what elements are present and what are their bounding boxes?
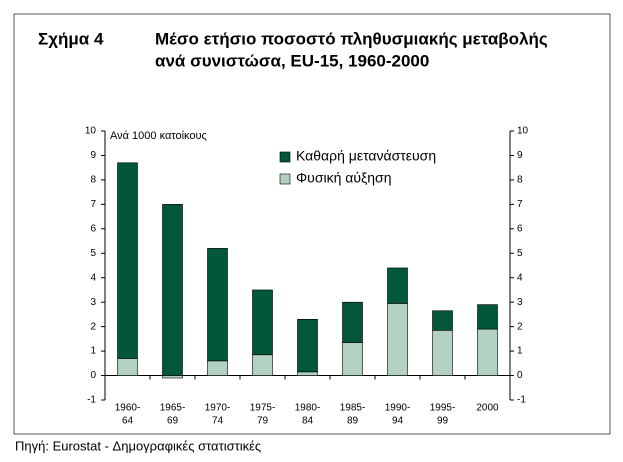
bar-segment: [432, 310, 453, 331]
x-tick-label: 1965-: [160, 403, 186, 414]
y-tick-label: 4: [90, 272, 96, 283]
bar-segment: [162, 204, 183, 376]
bar-segment: [342, 342, 363, 376]
bar-segment: [207, 248, 228, 362]
legend-label: Καθαρή μετανάστευση: [296, 148, 436, 164]
bar-segment: [252, 354, 273, 376]
y-tick-label: 1: [90, 346, 96, 357]
legend-swatch: [279, 151, 291, 163]
x-tick-label: 69: [167, 416, 179, 427]
axis-note: Ανά 1000 κατοίκους: [110, 130, 207, 142]
y-tick-label: 0: [90, 370, 96, 381]
bar-segment: [432, 330, 453, 376]
bar-segment: [117, 358, 138, 376]
bar-segment: [387, 303, 408, 376]
y2-tick-label: 1: [517, 346, 523, 357]
x-tick-label: 74: [212, 416, 224, 427]
x-tick-label: 84: [302, 416, 314, 427]
y2-tick-label: 0: [517, 370, 523, 381]
legend-label: Φυσική αύξηση: [296, 170, 391, 186]
x-tick-label: 2000: [476, 403, 499, 414]
y-tick-label: 5: [90, 248, 96, 259]
y-tick-label: 6: [90, 223, 96, 234]
bar-segment: [117, 162, 138, 359]
y-tick-label: 2: [90, 321, 96, 332]
bar-segment: [477, 304, 498, 330]
chart-title: ανά συνιστώσα, EU-15, 1960-2000: [155, 51, 429, 70]
x-tick-label: 1970-: [205, 403, 231, 414]
x-tick-label: 64: [122, 416, 134, 427]
bar-segment: [252, 289, 273, 356]
y2-tick-label: 10: [517, 126, 529, 137]
bar-segment: [342, 301, 363, 343]
y2-tick-label: 2: [517, 321, 523, 332]
y2-tick-label: -1: [517, 395, 526, 406]
x-tick-label: 94: [392, 416, 404, 427]
x-tick-label: 99: [437, 416, 449, 427]
bar-segment: [477, 328, 498, 376]
x-tick-label: 1995-: [430, 403, 456, 414]
bar-segment: [297, 318, 318, 373]
y-tick-label: 3: [90, 297, 96, 308]
source: Πηγή: Eurostat - Δημογραφικές στατιστικέ…: [15, 438, 261, 453]
bar-segment: [387, 267, 408, 304]
frame: [13, 13, 611, 435]
y-tick-label: 10: [85, 126, 97, 137]
legend-swatch: [279, 173, 291, 185]
chart-title: Μέσο ετήσιο ποσοστό πληθυσμιακής μεταβολ…: [155, 29, 548, 48]
y2-tick-label: 5: [517, 248, 523, 259]
x-tick-label: 1980-: [295, 403, 321, 414]
x-tick-label: 1960-: [115, 403, 141, 414]
x-tick-label: 1985-: [340, 403, 366, 414]
y2-tick-label: 3: [517, 297, 523, 308]
y-tick-label: 9: [90, 150, 96, 161]
figure-label: Σχήμα 4: [38, 29, 104, 48]
bar-segment: [162, 375, 183, 379]
y2-tick-label: 7: [517, 199, 523, 210]
y2-tick-label: 6: [517, 223, 523, 234]
bar-segment: [297, 371, 318, 376]
x-tick-label: 79: [257, 416, 269, 427]
y2-tick-label: 9: [517, 150, 523, 161]
y2-tick-label: 4: [517, 272, 523, 283]
x-tick-label: 89: [347, 416, 359, 427]
bar-segment: [207, 360, 228, 376]
x-tick-label: 1975-: [250, 403, 276, 414]
y2-tick-label: 8: [517, 175, 523, 186]
y-tick-label: 8: [90, 175, 96, 186]
y-tick-label: 7: [90, 199, 96, 210]
y-tick-label: -1: [87, 395, 96, 406]
x-tick-label: 1990-: [385, 403, 411, 414]
